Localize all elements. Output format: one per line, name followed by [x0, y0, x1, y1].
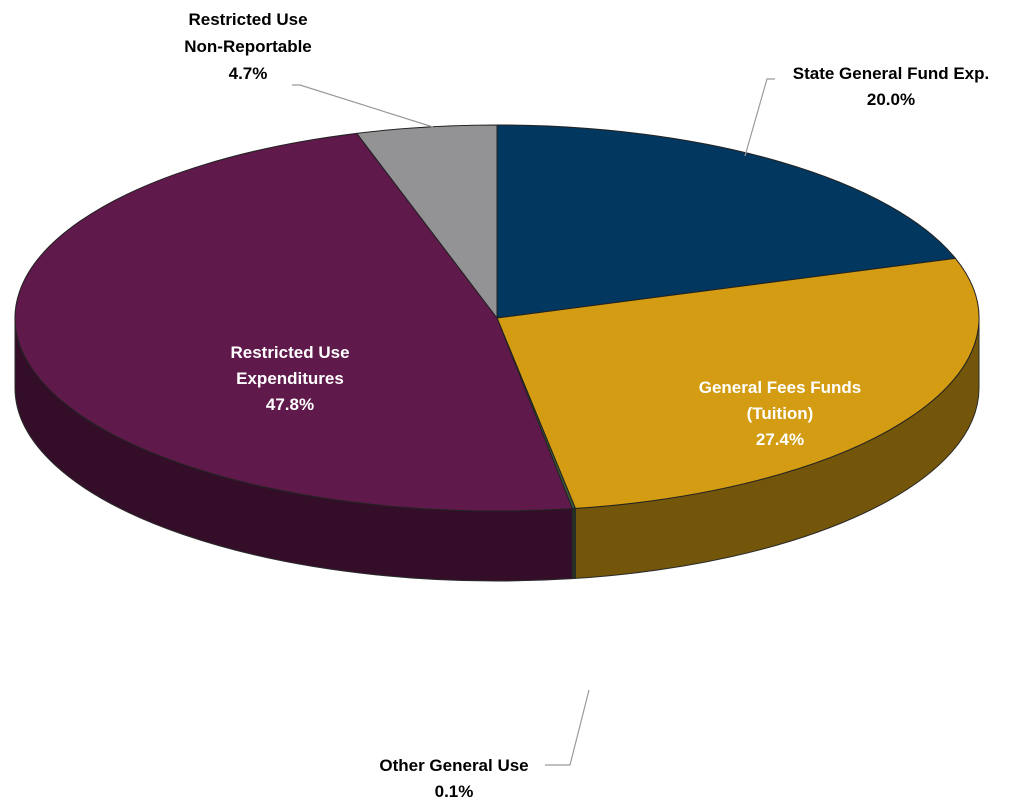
- pie-slice-state-general-fund-exp: [496, 124, 957, 319]
- slice-percent-restricted-use-non-reportable: 4.7%: [229, 64, 268, 83]
- pie-slice-general-fees-funds-tuition: [496, 257, 980, 509]
- slice-label-restricted-use-expenditures: Restricted Use: [230, 343, 349, 362]
- slice-percent-restricted-use-expenditures: 47.8%: [266, 395, 314, 414]
- slice-label-state-general-fund-exp: State General Fund Exp.: [793, 64, 990, 83]
- slice-label-general-fees-funds-tuition: General Fees Funds: [699, 378, 862, 397]
- slice-label-restricted-use-non-reportable: Restricted Use: [188, 10, 307, 29]
- leader-line-layer: [292, 78, 775, 766]
- pie-top-layer: [14, 124, 980, 512]
- slice-label-layer: State General Fund Exp. 20.0% General Fees…: [184, 10, 989, 801]
- slice-label-restricted-use-non-reportable: Non-Reportable: [184, 37, 312, 56]
- pie-slice-restricted-use-expenditures: [14, 132, 574, 512]
- slice-percent-state-general-fund-exp: 20.0%: [867, 90, 915, 109]
- leader-line-state-general-fund-exp: [744, 78, 775, 157]
- pie-slice-restricted-use-non-reportable: [355, 124, 498, 320]
- slice-label-general-fees-funds-tuition: (Tuition): [747, 404, 814, 423]
- leader-line-other-general-use: [545, 689, 590, 766]
- slice-percent-other-general-use: 0.1%: [435, 782, 474, 801]
- slice-label-restricted-use-expenditures: Expenditures: [236, 369, 344, 388]
- slice-percent-general-fees-funds-tuition: 27.4%: [756, 430, 804, 449]
- leader-line-restricted-use-non-reportable: [292, 84, 434, 128]
- slice-label-other-general-use: Other General Use: [379, 756, 528, 775]
